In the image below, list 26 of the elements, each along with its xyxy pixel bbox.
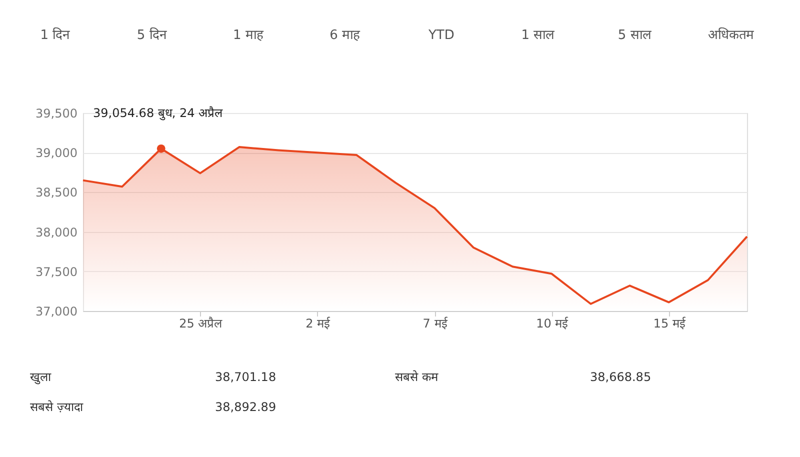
text: 1 साल [521,28,555,43]
y-tick-label: 37,500 [36,264,78,279]
y-tick-label: 39,000 [36,146,78,160]
text: सबसे ज़्यादा [30,400,84,414]
y-tick-label: 37,000 [36,304,78,318]
y-tick-label: 38,000 [36,225,78,240]
text: 5 साल [618,28,652,43]
text: खुला [30,370,52,385]
text: 6 माह [330,28,361,43]
x-tick-label: 2 मई [306,316,332,330]
text: 38,668.85 [590,370,652,384]
y-tick-label: 39,500 [36,106,78,120]
text: 1 माह [232,28,264,43]
text: YTD [427,28,454,43]
x-tick-label: 10 मई [536,316,570,330]
text: सबसे कम [395,370,439,384]
text: अधिकतम [708,27,754,43]
x-tick-label: 25 अप्रैल [179,316,224,330]
text: 5 दिन [136,27,168,43]
text: 38,701.18 [215,370,276,384]
annotation: 39,054.68 बुध, 24 अप्रैल [93,106,224,121]
text: 1 दिन [40,27,71,43]
x-tick-label: 15 मई [653,316,686,330]
x-tick-label: 7 मई [422,316,448,330]
text: 38,892.89 [215,400,276,414]
y-tick-label: 38,500 [36,186,78,200]
